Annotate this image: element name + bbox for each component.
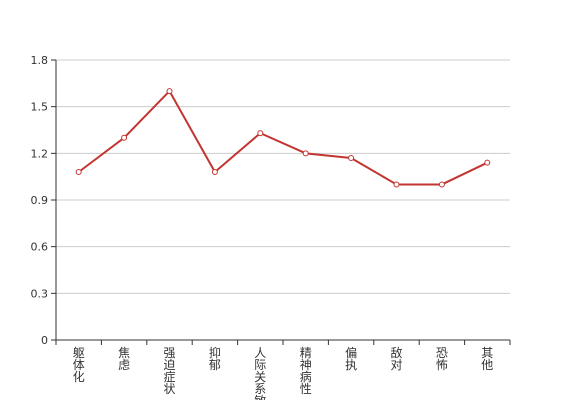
data-point[interactable] xyxy=(211,169,218,175)
y-tick-label: 1.8 xyxy=(31,54,49,67)
x-tick-label: 其他 xyxy=(481,346,493,372)
y-tick-label: 0.9 xyxy=(31,194,49,207)
data-point[interactable] xyxy=(257,130,264,137)
x-tick-label: 焦虑 xyxy=(118,346,130,372)
data-point[interactable] xyxy=(75,169,82,175)
y-tick-label: 0.6 xyxy=(31,241,49,254)
x-tick-label: 偏执 xyxy=(345,345,357,372)
x-tick-label: 恐怖 xyxy=(436,346,448,372)
series-line xyxy=(78,90,488,186)
y-tick-label: 0.3 xyxy=(31,287,49,300)
x-tick-label: 敌对 xyxy=(390,345,402,372)
y-tick-label: 1.2 xyxy=(31,147,49,160)
x-tick-label: 强迫症状 xyxy=(163,346,175,396)
data-point[interactable] xyxy=(166,88,173,95)
y-tick-label: 0 xyxy=(41,334,48,347)
x-tick-label: 人际关系敏感 xyxy=(254,346,266,400)
data-point[interactable] xyxy=(393,181,400,188)
data-point[interactable] xyxy=(302,150,309,157)
x-tick-label: 精神病性 xyxy=(300,346,312,396)
x-tick-label: 抑郁 xyxy=(209,345,221,372)
y-tick-label: 1.5 xyxy=(31,101,49,114)
data-point[interactable] xyxy=(348,155,355,161)
data-point[interactable] xyxy=(484,159,491,166)
x-tick-label: 躯体化 xyxy=(73,345,85,384)
data-point[interactable] xyxy=(438,181,445,188)
data-point[interactable] xyxy=(121,134,128,141)
